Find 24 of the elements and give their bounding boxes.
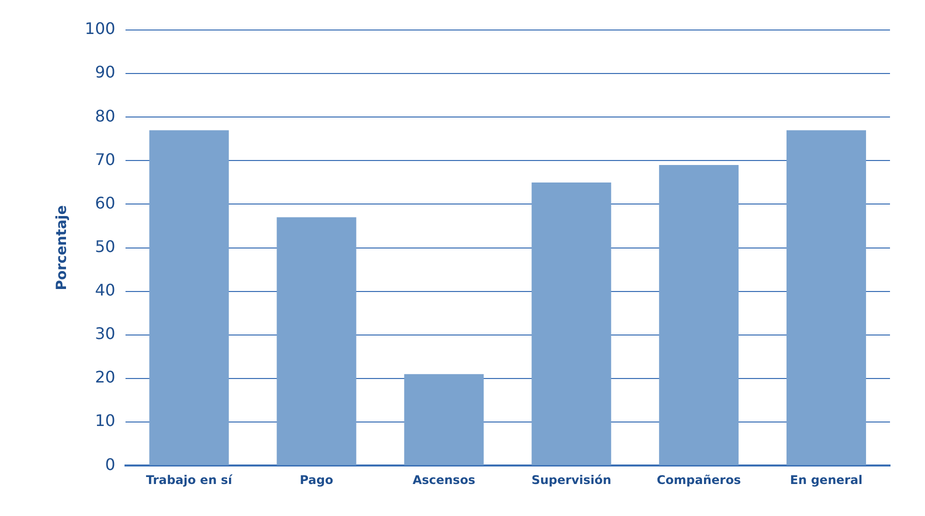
y-tick-label: 30 (94, 324, 116, 344)
y-tick-label: 0 (105, 454, 116, 474)
y-tick-label: 70 (94, 150, 116, 169)
x-tick-label: Supervisión (531, 472, 612, 487)
y-tick-label: 20 (94, 368, 116, 387)
bar (404, 374, 484, 466)
y-tick-label: 10 (94, 411, 116, 430)
x-tick-label: Ascensos (412, 472, 476, 487)
y-tick-label: 80 (94, 106, 116, 126)
x-tick-label: Trabajo en sí (146, 472, 234, 487)
y-tick-label: 100 (84, 19, 116, 38)
bar (276, 217, 356, 466)
bar (532, 182, 612, 466)
y-tick-label: 60 (94, 193, 116, 212)
y-axis-title: Porcentaje (54, 205, 70, 290)
bar (659, 165, 739, 466)
x-tick-label: Pago (300, 472, 334, 487)
y-tick-label: 50 (94, 236, 116, 256)
bar (786, 130, 866, 466)
x-tick-label: Compañeros (656, 472, 741, 487)
x-tick-label: En general (790, 472, 863, 487)
y-tick-label: 40 (94, 280, 116, 300)
bar (149, 130, 229, 466)
y-tick-label: 90 (94, 62, 116, 82)
